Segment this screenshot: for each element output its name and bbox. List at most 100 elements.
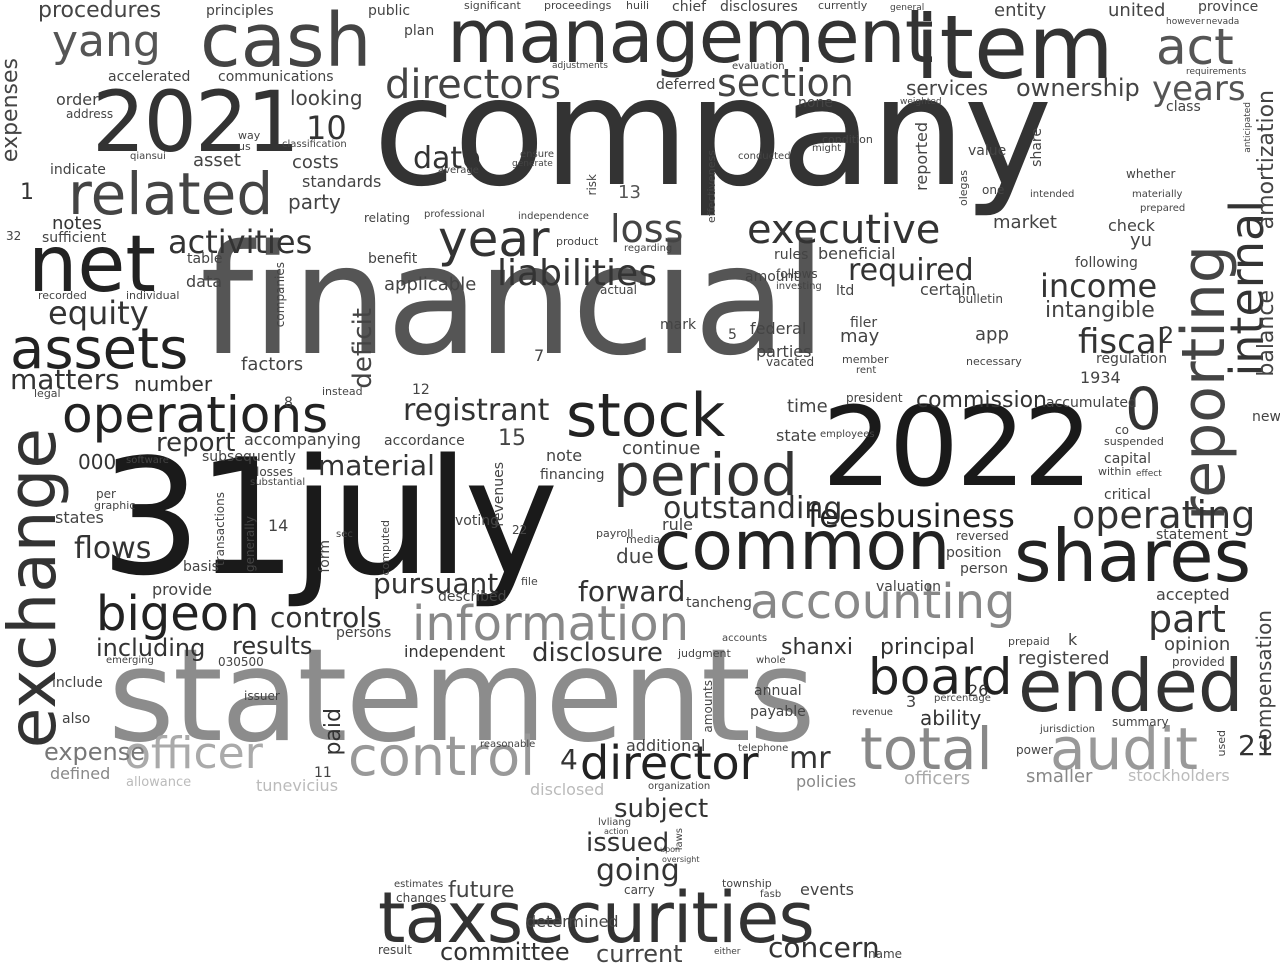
word-opinion: opinion <box>1164 634 1231 655</box>
word-deferred: deferred <box>656 77 716 93</box>
word-current: current <box>596 940 683 968</box>
word-control: control <box>348 725 536 788</box>
word-director: director <box>580 736 759 790</box>
word-public: public <box>368 3 411 19</box>
word-part: part <box>1148 597 1226 641</box>
word-smaller: smaller <box>1026 766 1093 787</box>
word-telephone: telephone <box>738 743 789 754</box>
word-asset: asset <box>193 150 241 171</box>
word-defined: defined <box>50 764 111 783</box>
word-21: 21 <box>1238 729 1274 762</box>
word-accounting: accounting <box>750 574 1016 630</box>
word-statements: statements <box>108 622 816 771</box>
word-common: common <box>654 507 951 586</box>
word-prepared: prepared <box>1140 203 1186 214</box>
word-statement: statement <box>1156 527 1229 543</box>
word-currently: currently <box>818 0 868 12</box>
word-executive: executive <box>747 207 941 253</box>
word-general: general <box>890 3 925 13</box>
word-officers: officers <box>904 768 971 789</box>
word-software: software <box>126 455 169 466</box>
word-percentage: percentage <box>934 693 991 704</box>
word-management: management <box>447 0 934 80</box>
word-whole: whole <box>756 655 786 666</box>
word-qiansui: qiansui <box>130 151 166 162</box>
word-audit: audit <box>1050 715 1198 783</box>
word-plan: plan <box>404 23 435 39</box>
word-bulletin: bulletin <box>958 292 1003 306</box>
word-costs: costs <box>292 152 339 173</box>
word-person: person <box>960 561 1008 577</box>
word-11: 11 <box>314 765 332 781</box>
word-year: year <box>438 210 550 268</box>
word-assets: assets <box>10 317 189 382</box>
word-communications: communications <box>218 69 334 85</box>
word-state: state <box>776 426 817 445</box>
word-issued: issued <box>586 828 670 858</box>
word-stockholders: stockholders <box>1128 766 1230 785</box>
word-follows: follows <box>776 267 818 281</box>
word-rules: rules <box>774 247 809 263</box>
word-either: either <box>714 947 741 957</box>
word-12: 12 <box>412 382 430 398</box>
word-loss: loss <box>610 207 684 251</box>
word-relating: relating <box>364 211 411 225</box>
word-average: average <box>438 165 479 176</box>
word-beneficial: beneficial <box>818 244 896 263</box>
word-26: 26 <box>968 681 989 700</box>
word-jurisdiction: jurisdiction <box>1040 724 1095 735</box>
word-2021: 2021 <box>92 73 300 171</box>
word-32: 32 <box>6 229 22 243</box>
word-generate: generate <box>512 159 553 169</box>
word-states: states <box>55 508 104 527</box>
word-actual: actual <box>600 283 637 297</box>
word-benefit: benefit <box>368 251 418 267</box>
word-date: date <box>413 141 481 176</box>
word-total: total <box>860 715 993 783</box>
word-1: 1 <box>20 180 34 205</box>
word-13: 13 <box>618 182 641 203</box>
word-materially: materially <box>1132 189 1183 200</box>
word-fasb: fasb <box>760 889 782 900</box>
word-subsequently: subsequently <box>202 449 296 465</box>
word-federal: federal <box>750 319 807 338</box>
word-factors: factors <box>241 354 304 375</box>
word-anticipated: anticipated <box>1243 102 1253 153</box>
word-reported: reported <box>912 122 931 191</box>
word-k: k <box>1068 630 1078 649</box>
word-issuer: issuer <box>244 689 280 703</box>
word-principles: principles <box>206 3 274 19</box>
word-paid: paid <box>321 708 346 756</box>
word-regulation: regulation <box>1096 351 1168 367</box>
word-1934: 1934 <box>1080 368 1121 387</box>
word-notes: notes <box>52 213 102 234</box>
word-power: power <box>1016 743 1054 757</box>
word-ownership: ownership <box>1016 74 1140 102</box>
word-rent: rent <box>856 365 877 376</box>
word-additional: additional <box>626 736 706 755</box>
word-accompanying: accompanying <box>244 430 362 449</box>
word-intangible: intangible <box>1045 298 1155 323</box>
word-summary: summary <box>1112 715 1169 729</box>
word-name: name <box>868 947 903 961</box>
word-filer: filer <box>850 315 878 331</box>
word-accordance: accordance <box>384 433 465 449</box>
word-co: co <box>1115 423 1129 437</box>
word-critical: critical <box>1104 487 1151 503</box>
word-5: 5 <box>728 327 737 343</box>
word-services: services <box>906 76 989 100</box>
word-requirements: requirements <box>1186 67 1247 77</box>
word-15: 15 <box>498 426 526 451</box>
word-regarding: regarding <box>624 243 673 254</box>
word-substantial: substantial <box>250 477 306 488</box>
word-operations: operations <box>62 386 329 444</box>
word-4: 4 <box>560 743 578 776</box>
word-taxsecurities: taxsecurities <box>378 877 815 959</box>
word-amount: amount <box>745 269 800 285</box>
word-order: order <box>56 90 99 109</box>
word-nevada: nevada <box>1206 17 1240 27</box>
word-ltd: ltd <box>836 283 855 299</box>
word-united: united <box>1108 0 1166 21</box>
word-losses: losses <box>256 465 293 479</box>
word-party: party <box>288 190 341 214</box>
